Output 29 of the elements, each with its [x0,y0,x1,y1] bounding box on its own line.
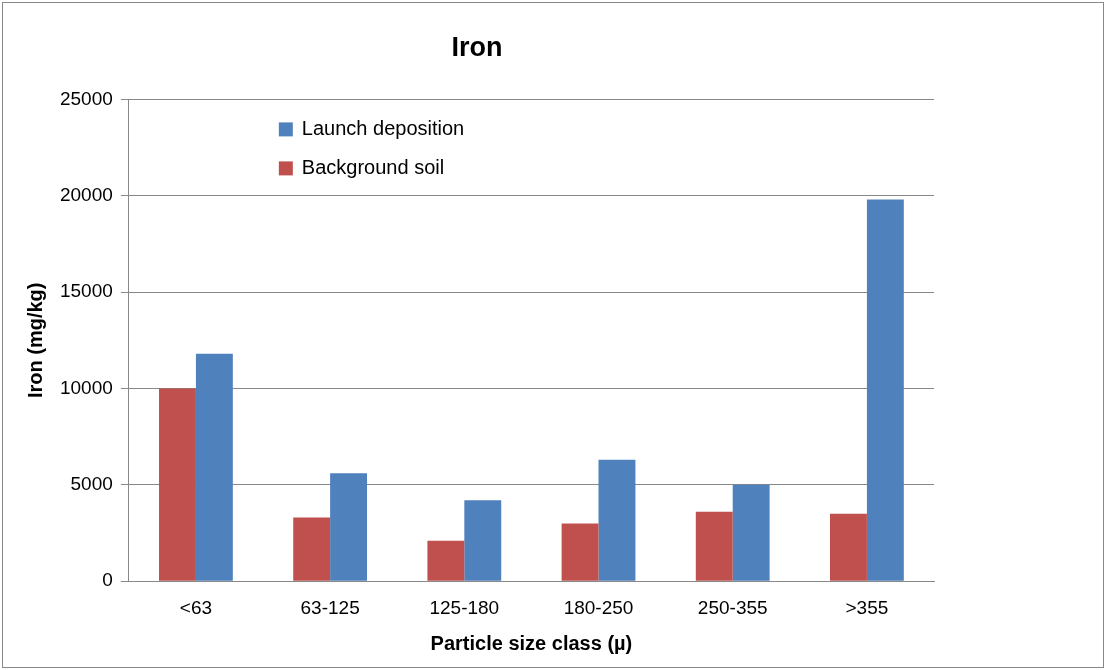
y-tick-label: 5000 [70,473,113,495]
bar [598,459,636,581]
x-tick-label: 180-250 [563,596,634,618]
bar [293,517,331,581]
bar [195,353,233,581]
y-tick-label: 20000 [59,183,113,205]
bar [866,199,904,581]
y-axis-title: Iron (mg/kg) [23,282,46,399]
x-axis-title: Particle size class (µ) [430,631,633,654]
bar [427,540,465,581]
bar [732,484,770,581]
legend-label: Launch deposition [301,116,465,139]
bar [695,511,733,581]
y-tick-label: 15000 [59,280,113,302]
x-tick-label: <63 [179,596,213,618]
bar [330,473,368,581]
x-tick-label: 63-125 [300,596,360,618]
y-tick-label: 10000 [59,376,113,398]
y-tick-label: 0 [102,569,113,591]
x-tick-label: >355 [845,596,889,618]
x-tick-label: 125-180 [429,596,500,618]
chart-title: Iron [451,31,503,62]
bar [159,388,196,581]
y-tick-label: 25000 [59,87,113,109]
bar [830,513,867,581]
bar [464,500,502,581]
bar [561,523,599,581]
x-tick-label: 250-355 [697,596,768,618]
legend-label: Background soil [301,155,445,178]
